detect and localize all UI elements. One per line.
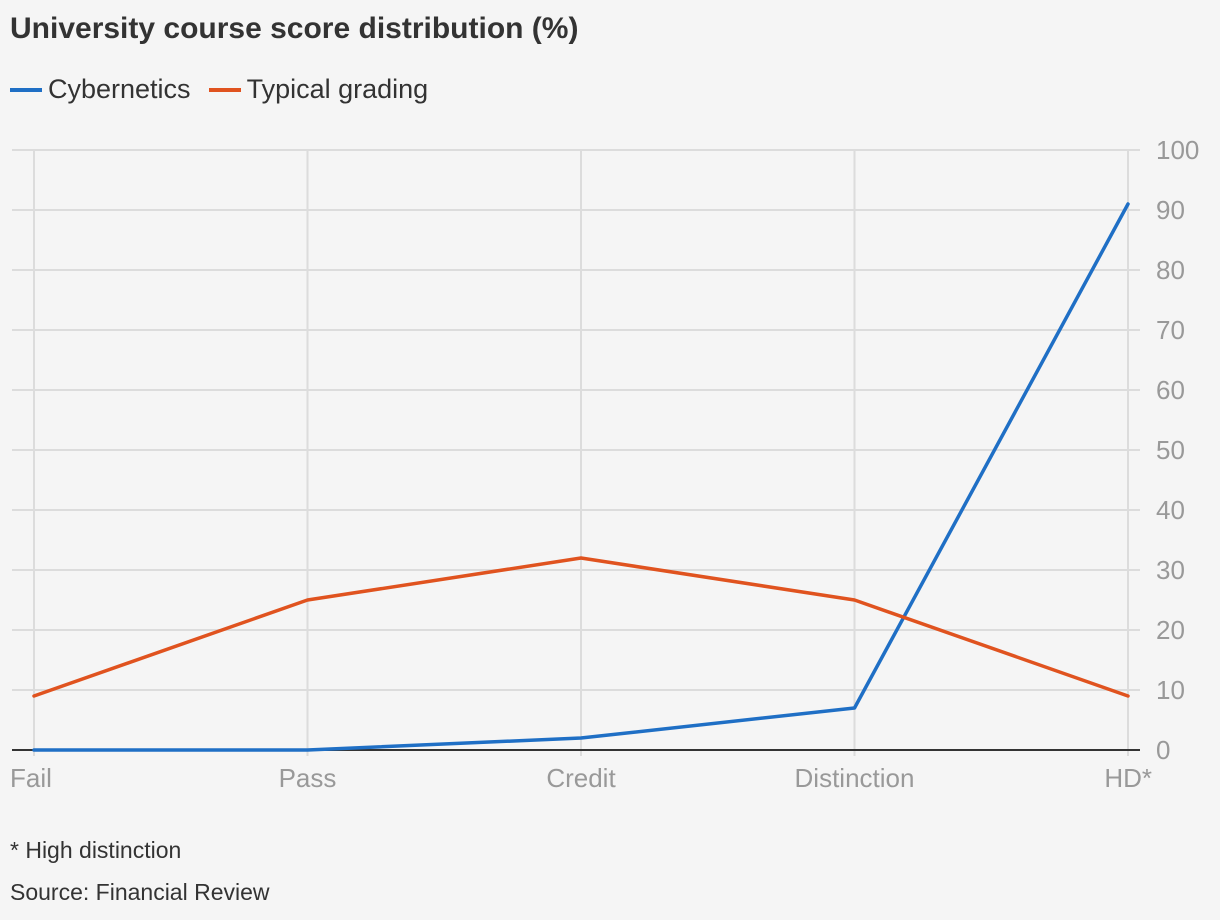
y-tick-label-100: 100 [1156, 135, 1199, 165]
x-tick-label-3: Credit [546, 763, 616, 793]
legend-swatch-typical-grading [208, 87, 241, 92]
x-tick-label-1: Fail [10, 763, 52, 793]
legend-item-typical-grading: Typical grading [208, 74, 429, 105]
legend-item-cybernetics: Cybernetics [10, 74, 191, 105]
y-tick-label-10: 10 [1156, 675, 1185, 705]
source-note: Source: Financial Review [10, 879, 270, 905]
chart-title: University course score distribution (%) [10, 12, 579, 45]
y-tick-label-90: 90 [1156, 195, 1185, 225]
x-tick-label-5: HD* [1104, 763, 1152, 793]
legend-label-cybernetics: Cybernetics [48, 74, 191, 104]
y-tick-label-40: 40 [1156, 495, 1185, 525]
x-tick-label-2: Pass [279, 763, 337, 793]
legend-swatch-cybernetics [10, 87, 42, 92]
y-tick-label-50: 50 [1156, 435, 1185, 465]
x-tick-label-4: Distinction [795, 763, 915, 793]
y-tick-label-0: 0 [1156, 735, 1170, 765]
y-tick-label-20: 20 [1156, 615, 1185, 645]
y-tick-label-70: 70 [1156, 315, 1185, 345]
y-tick-label-30: 30 [1156, 555, 1185, 585]
y-tick-label-80: 80 [1156, 255, 1185, 285]
footnote: * High distinction [10, 837, 182, 863]
legend: Cybernetics Typical grading [10, 74, 446, 105]
y-tick-label-60: 60 [1156, 375, 1185, 405]
legend-label-typical-grading: Typical grading [246, 74, 429, 104]
